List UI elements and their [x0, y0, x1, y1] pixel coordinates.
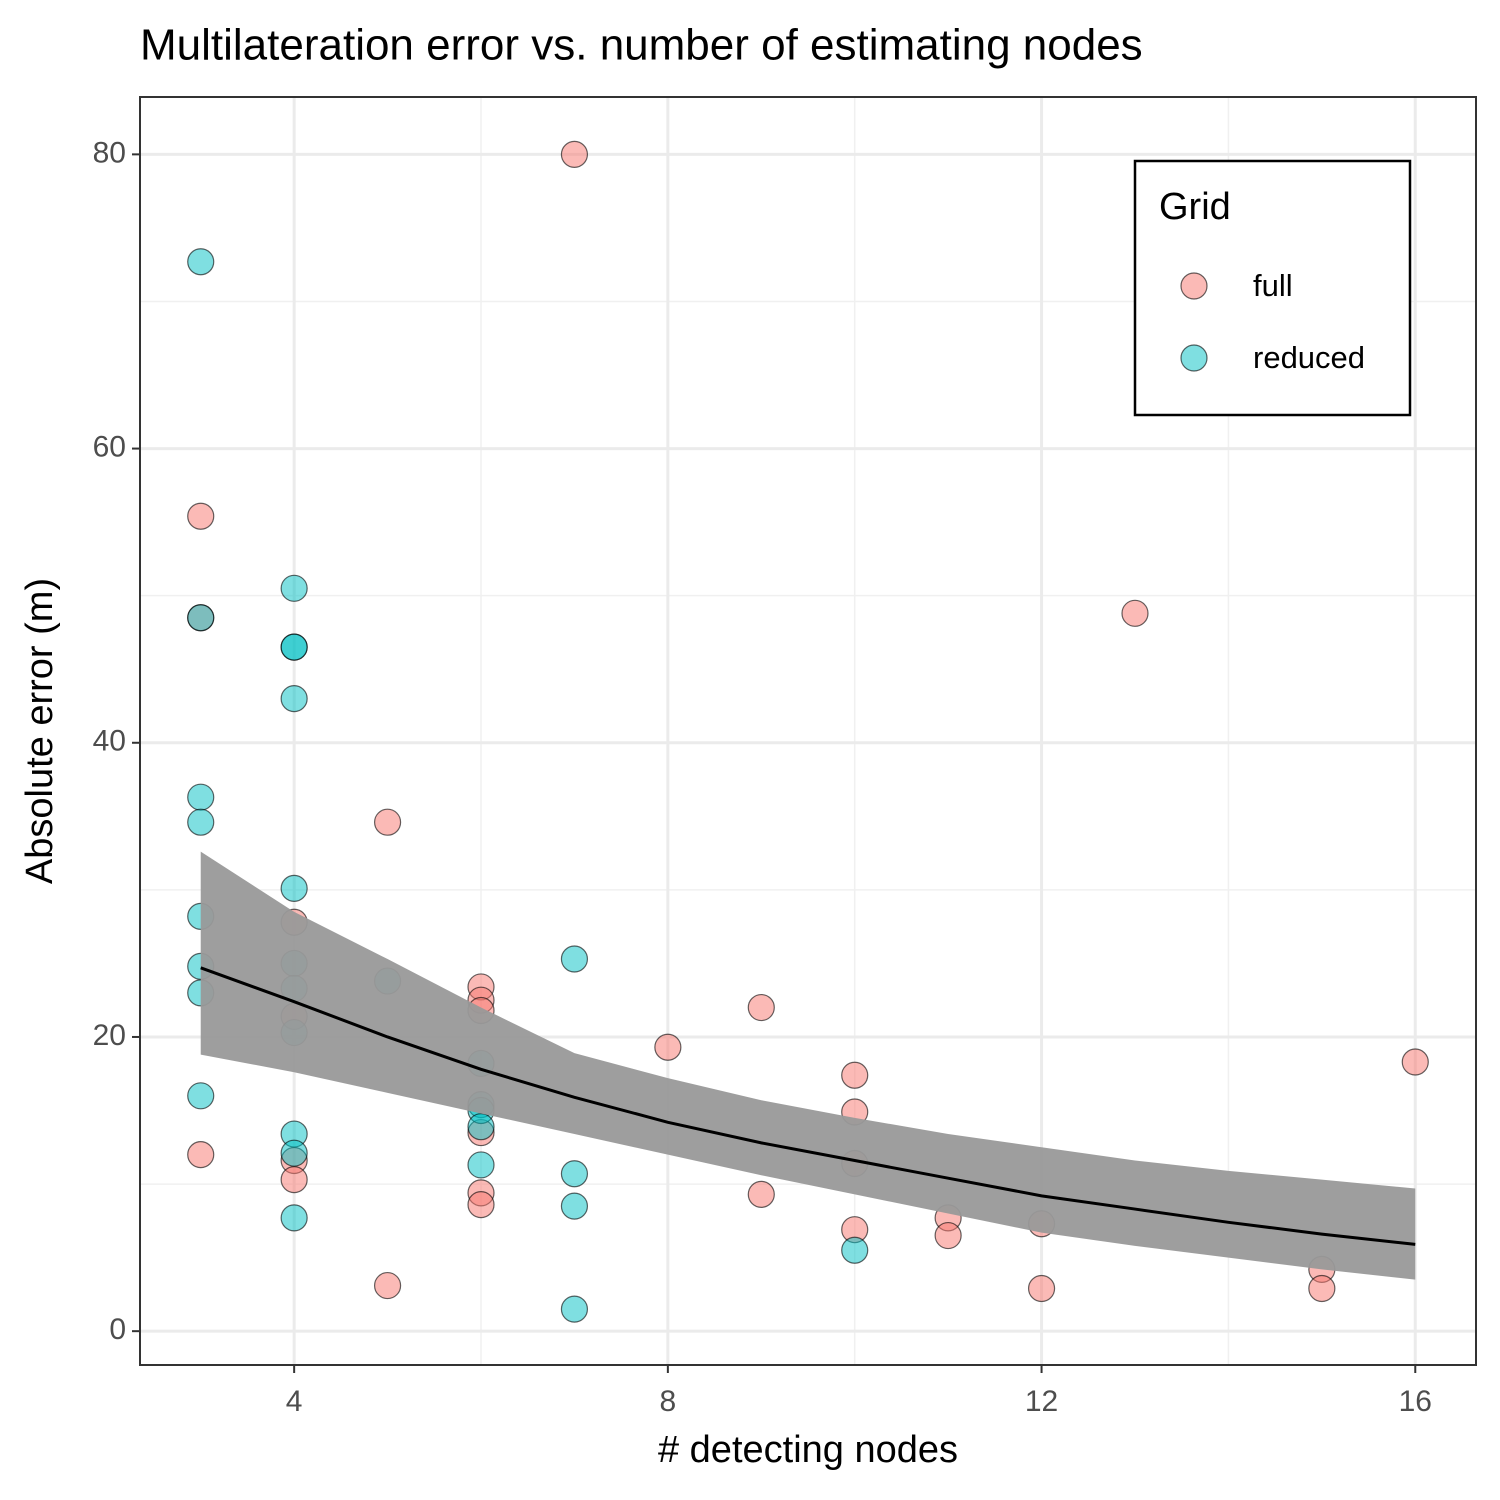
data-point	[560, 1295, 589, 1323]
data-point	[373, 808, 402, 836]
data-point	[187, 808, 215, 836]
data-point	[747, 1180, 775, 1208]
data-point	[187, 783, 215, 811]
confidence-band	[200, 851, 1416, 1280]
y-tick-label: 0	[109, 1313, 126, 1346]
x-tick-label: 16	[1399, 1385, 1432, 1418]
y-tick-label: 20	[93, 1019, 126, 1052]
data-point	[654, 1033, 682, 1061]
data-point	[747, 993, 775, 1022]
data-point	[467, 1151, 495, 1179]
data-point	[373, 1271, 402, 1300]
data-point	[187, 248, 215, 276]
legend-title: Grid	[1159, 186, 1231, 228]
data-point	[1121, 599, 1149, 627]
data-point	[560, 945, 589, 973]
x-axis-title: # detecting nodes	[658, 1429, 958, 1471]
chart-title: Multilateration error vs. number of esti…	[140, 21, 1143, 70]
data-point	[187, 502, 215, 530]
data-point	[560, 1192, 589, 1220]
panel-border	[139, 96, 1477, 1366]
y-tick-label: 80	[93, 136, 126, 169]
data-point	[280, 874, 308, 902]
legend-label: full	[1253, 268, 1293, 303]
data-point	[467, 1113, 495, 1141]
y-tick-label: 40	[93, 725, 126, 758]
x-tick-label: 4	[286, 1385, 303, 1418]
x-tick-label: 8	[660, 1385, 677, 1418]
data-point	[187, 1141, 215, 1169]
data-point	[934, 1221, 962, 1250]
data-point	[560, 1160, 589, 1188]
legend-label: reduced	[1253, 340, 1365, 375]
y-tick-label: 60	[93, 430, 126, 463]
fit-line	[200, 966, 1416, 1246]
data-point	[841, 1061, 869, 1089]
data-point	[280, 1204, 308, 1232]
data-point	[280, 574, 308, 602]
data-point	[1308, 1274, 1336, 1303]
data-point	[560, 140, 589, 168]
data-point	[280, 685, 308, 713]
data-point	[467, 1191, 495, 1219]
data-point	[1027, 1274, 1056, 1303]
data-point	[280, 1139, 308, 1167]
data-point	[1401, 1048, 1429, 1076]
legend-marker	[1180, 272, 1208, 300]
data-point	[280, 633, 308, 661]
data-point	[187, 604, 215, 632]
y-axis-title: Absolute error (m)	[19, 578, 61, 884]
data-point	[187, 1082, 215, 1110]
data-point	[841, 1236, 869, 1264]
data-point	[280, 1166, 308, 1194]
x-tick-label: 12	[1025, 1385, 1058, 1418]
legend-marker	[1180, 344, 1208, 372]
